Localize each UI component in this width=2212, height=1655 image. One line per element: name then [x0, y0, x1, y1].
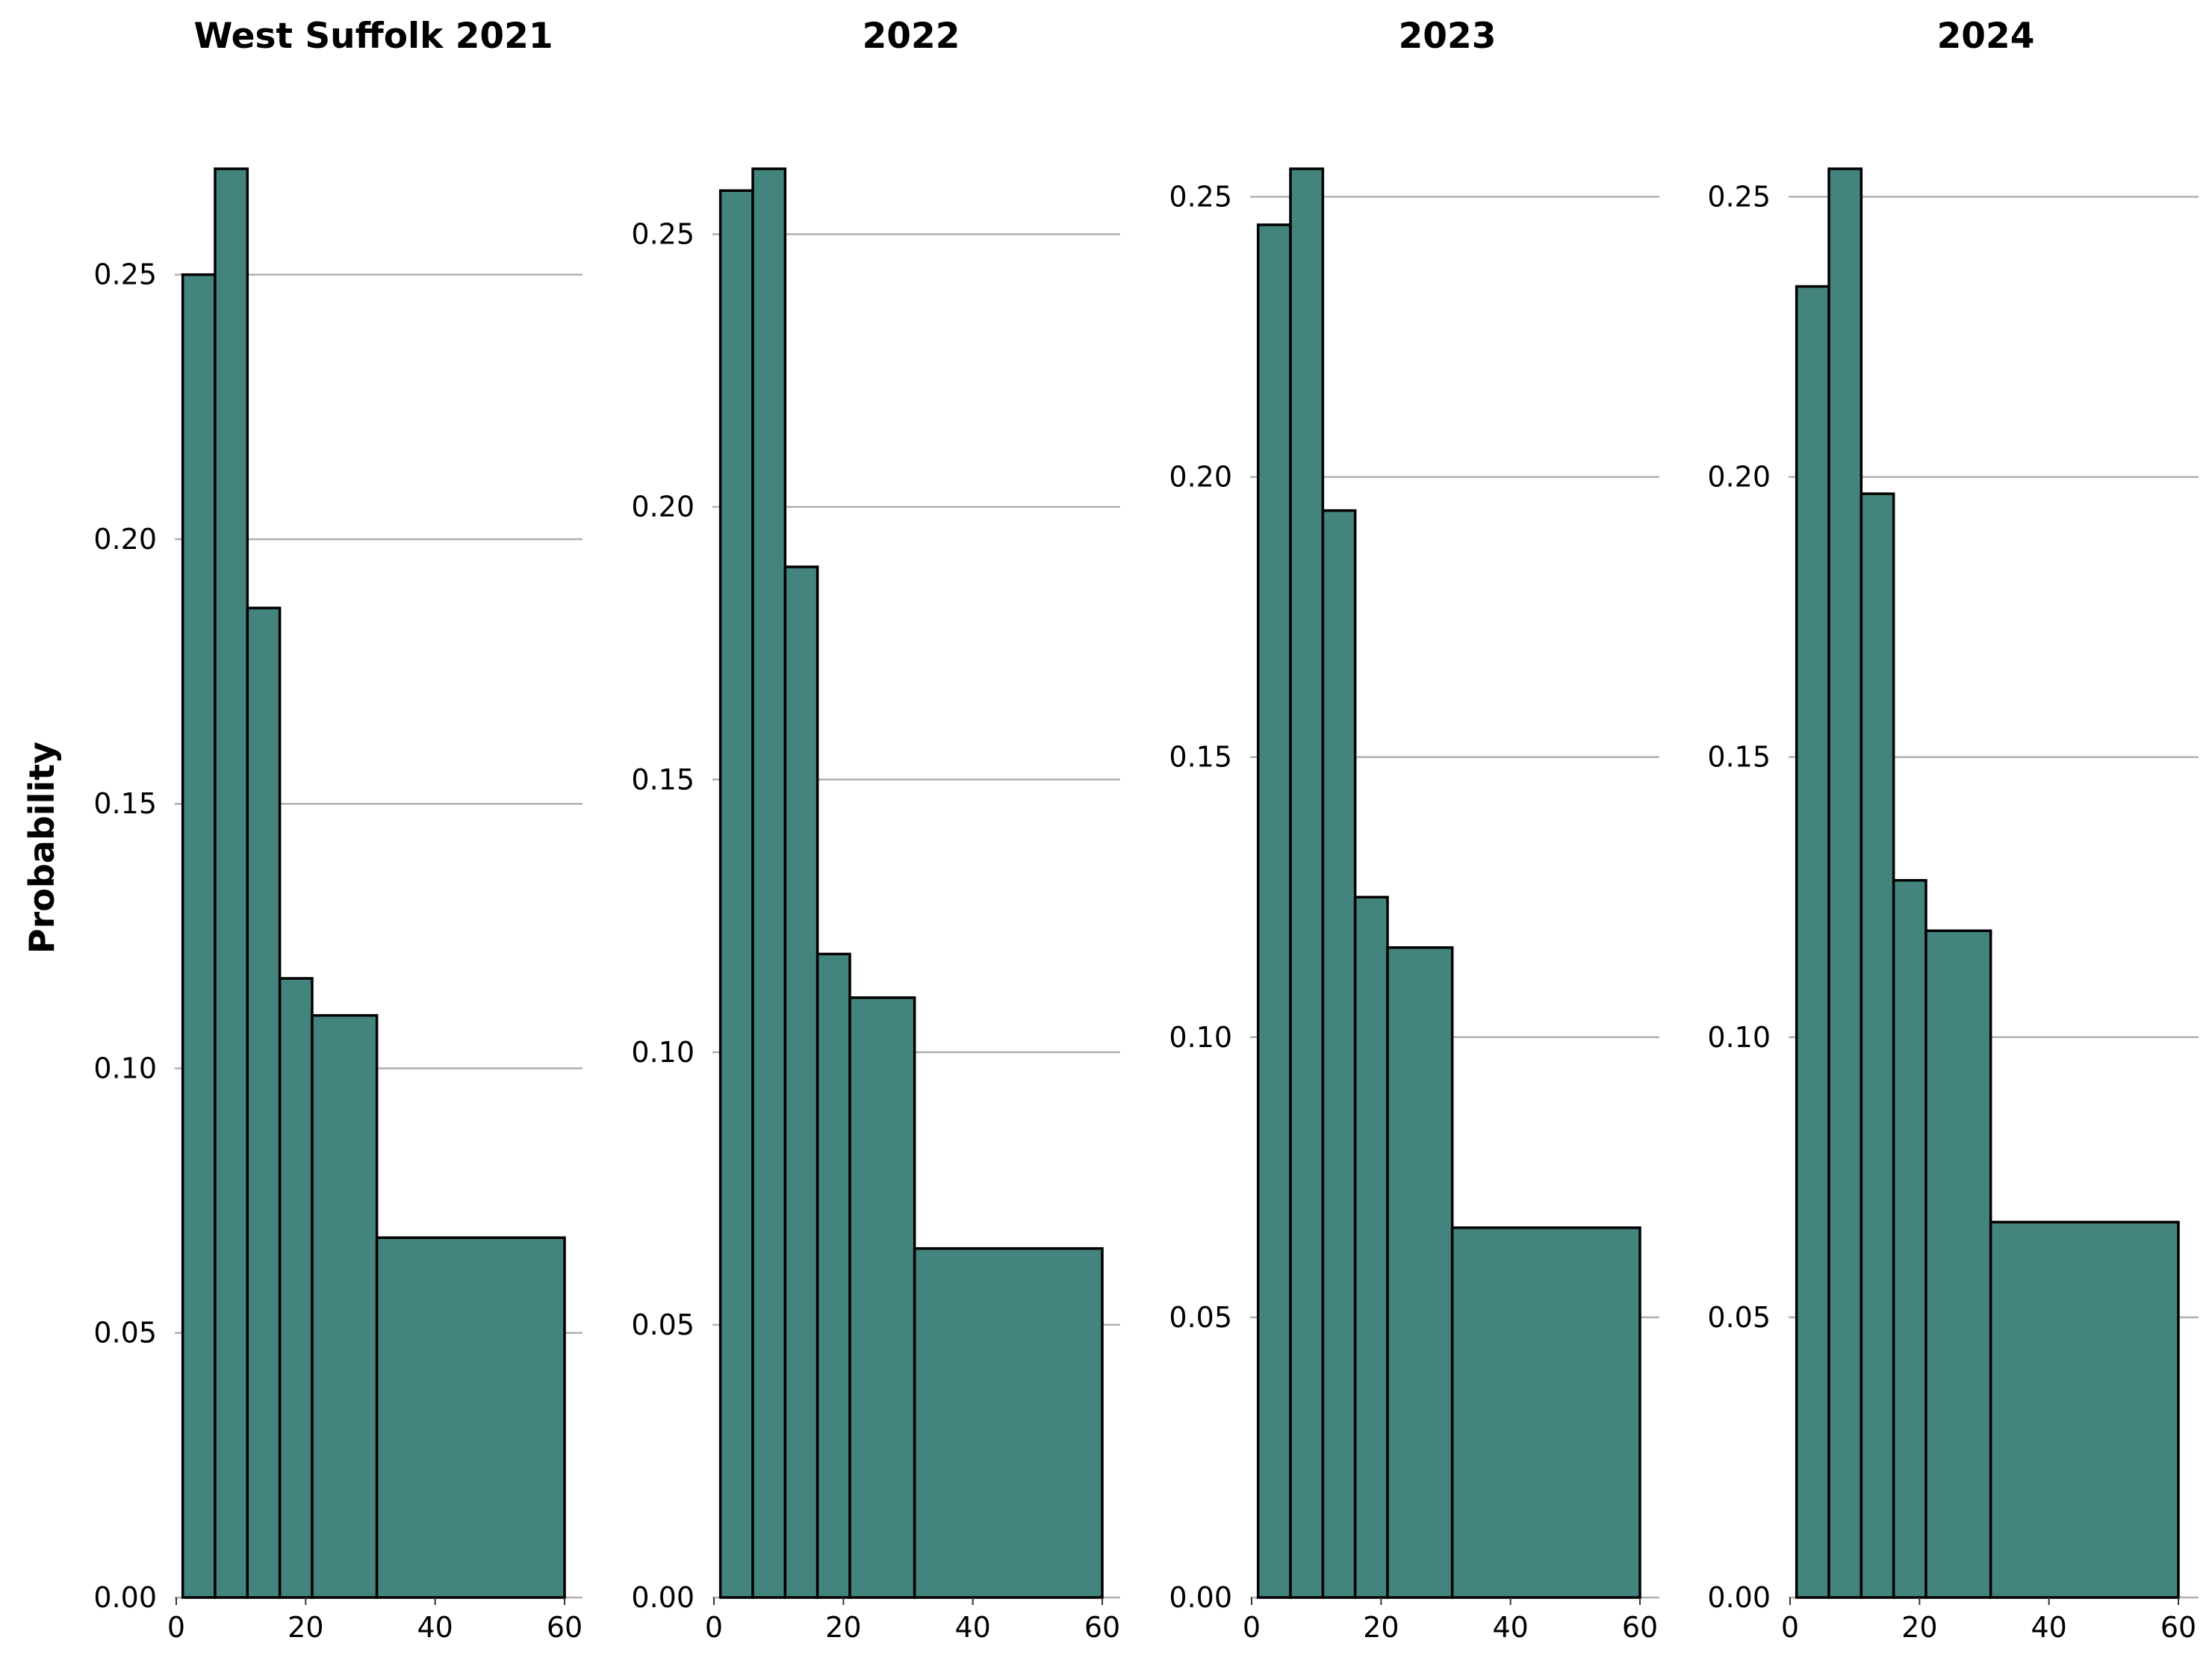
panel-2: 2022 0.00 0.05 0.10 0.15 0.20 0.25 0 20 40 60	[631, 16, 1120, 1644]
y-tick-label: 0.25	[631, 218, 695, 251]
histogram-bar	[214, 167, 249, 1599]
histogram-bar	[1289, 167, 1325, 1599]
x-tick-label: 40	[417, 1611, 453, 1644]
histogram-bar	[1450, 1226, 1641, 1599]
histogram-bar	[1827, 167, 1863, 1599]
histogram-bar	[751, 167, 787, 1599]
panel-4: 2024 0.00 0.05 0.10 0.15 0.20 0.25 0 20 40 60	[1707, 16, 2199, 1644]
histogram-bar	[1989, 1220, 2180, 1599]
y-tick-label: 0.05	[631, 1308, 695, 1341]
panel-4-y-ticks: 0.00 0.05 0.10 0.15 0.20 0.25	[1707, 181, 1771, 1614]
panel-2-y-ticks: 0.00 0.05 0.10 0.15 0.20 0.25	[631, 218, 695, 1614]
x-tick-label: 20	[825, 1611, 861, 1644]
panel-2-title: 2022	[863, 16, 960, 57]
histogram-bar	[848, 996, 916, 1599]
y-tick-label: 0.10	[1169, 1021, 1232, 1054]
y-tick-label: 0.10	[631, 1036, 695, 1069]
histogram-bar	[246, 606, 282, 1599]
x-tick-label: 0	[167, 1611, 185, 1644]
y-tick-label: 0.15	[1169, 741, 1232, 774]
panel-4-title: 2024	[1937, 16, 2035, 57]
histogram-bar	[375, 1236, 566, 1599]
histogram-bar	[783, 565, 819, 1599]
y-axis-label: Probability	[22, 742, 62, 954]
panel-1-y-ticks: 0.00 0.05 0.10 0.15 0.20 0.25	[93, 258, 157, 1614]
x-tick-label: 20	[1901, 1611, 1937, 1644]
histogram-bar	[1256, 223, 1292, 1599]
y-tick-label: 0.00	[1169, 1581, 1232, 1614]
y-tick-label: 0.20	[1707, 461, 1771, 494]
y-tick-label: 0.20	[1169, 461, 1232, 494]
y-tick-label: 0.25	[1169, 181, 1232, 214]
x-tick-label: 40	[2031, 1611, 2066, 1644]
histogram-bar	[181, 273, 217, 1599]
x-tick-label: 20	[1363, 1611, 1399, 1644]
histogram-bar	[1860, 492, 1895, 1599]
panel-1-title: West Suffolk 2021	[193, 16, 553, 57]
y-tick-label: 0.00	[93, 1581, 157, 1614]
panel-2-x-ticks: 0 20 40 60	[705, 1597, 1120, 1644]
panel-3-bars	[1256, 167, 1641, 1599]
histogram-bar	[1321, 509, 1357, 1599]
y-tick-label: 0.10	[93, 1052, 157, 1084]
x-tick-label: 60	[1084, 1611, 1120, 1644]
histogram-bar	[1353, 895, 1389, 1599]
histogram-bar	[311, 1013, 379, 1599]
panel-1-bars	[181, 167, 566, 1599]
histogram-bar	[1892, 878, 1927, 1599]
panel-1: West Suffolk 2021 0.000.050.100.150.200.…	[93, 16, 582, 1644]
x-tick-label: 60	[547, 1611, 582, 1644]
panel-2-bars	[718, 167, 1104, 1599]
y-tick-label: 0.20	[631, 491, 695, 524]
histogram-bar	[1795, 285, 1830, 1599]
y-tick-label: 0.25	[93, 258, 157, 291]
panel-3-title: 2023	[1399, 16, 1497, 57]
y-tick-label: 0.15	[631, 763, 695, 796]
panel-4-bars	[1795, 167, 2180, 1599]
y-tick-label: 0.15	[1707, 741, 1771, 774]
panel-1-x-ticks: 0 20 40 60	[167, 1597, 582, 1644]
y-tick-label: 0.05	[93, 1317, 157, 1350]
y-tick-label: 0.25	[1707, 181, 1771, 214]
x-tick-label: 40	[1492, 1611, 1528, 1644]
y-tick-label: 0.00	[631, 1581, 695, 1614]
x-tick-label: 60	[1622, 1611, 1658, 1644]
y-tick-label: 0.20	[93, 523, 157, 556]
y-tick-label: 0.10	[1707, 1021, 1771, 1054]
x-tick-label: 40	[954, 1611, 990, 1644]
y-tick-label: 0.00	[1707, 1581, 1771, 1614]
x-tick-label: 0	[1243, 1611, 1261, 1644]
panel-3-y-ticks: 0.00 0.05 0.10 0.15 0.20 0.25	[1169, 181, 1232, 1614]
x-tick-label: 0	[1781, 1611, 1799, 1644]
panel-3-x-ticks: 0 20 40 60	[1243, 1597, 1658, 1644]
x-tick-label: 20	[288, 1611, 323, 1644]
histogram-bar	[278, 977, 314, 1599]
x-tick-label: 60	[2160, 1611, 2196, 1644]
y-tick-label: 0.05	[1707, 1301, 1771, 1334]
histogram-bar	[718, 189, 754, 1599]
histogram-bar	[913, 1246, 1104, 1599]
x-tick-label: 0	[705, 1611, 723, 1644]
panel-3: 2023 0.00 0.05 0.10 0.15 0.20 0.25 0 20 40 60	[1169, 16, 1659, 1644]
histogram-bar	[1386, 946, 1454, 1599]
panel-4-x-ticks: 0 20 40 60	[1781, 1597, 2196, 1644]
y-tick-label: 0.05	[1169, 1301, 1232, 1334]
y-tick-label: 0.15	[93, 787, 157, 820]
histogram-bar	[815, 952, 851, 1599]
histogram-bar	[1924, 929, 1992, 1599]
